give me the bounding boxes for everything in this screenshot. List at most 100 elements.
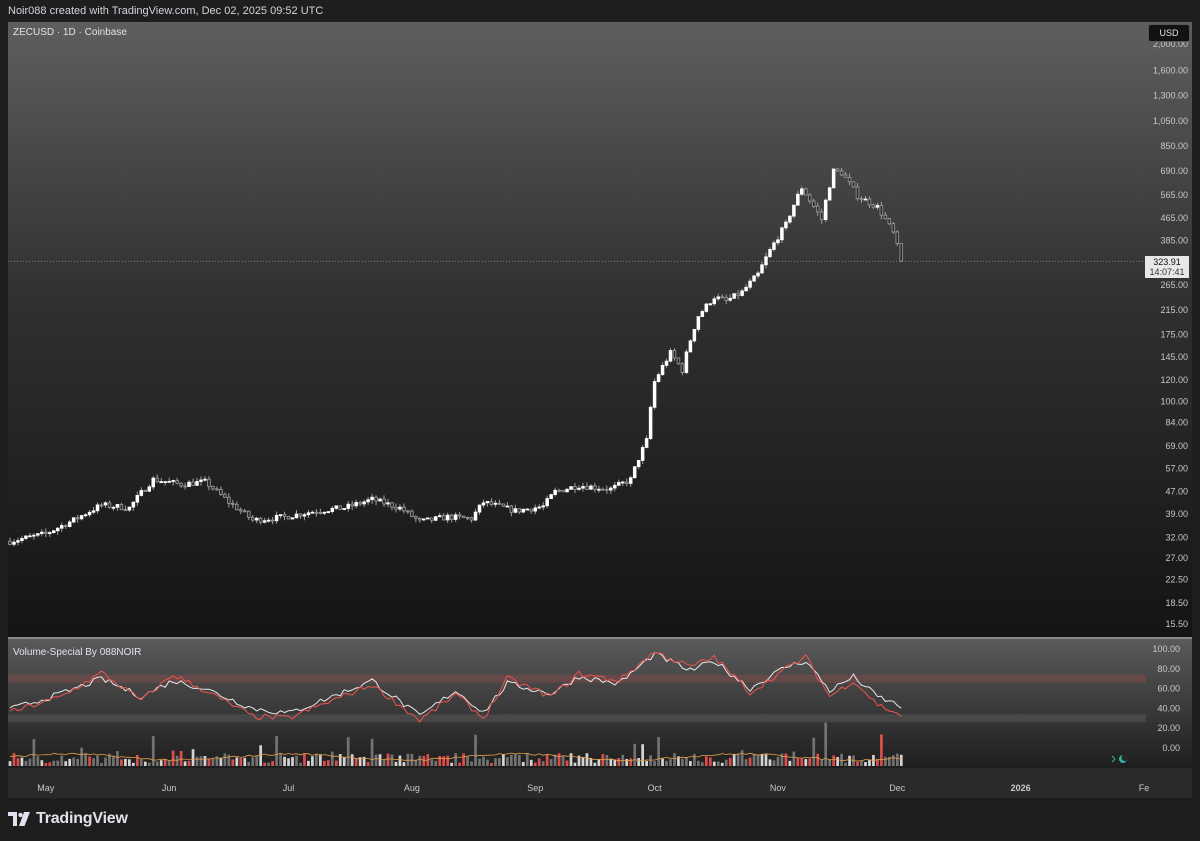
time-axis-tick-label[interactable]: Sep: [527, 783, 543, 793]
time-axis-tick-label[interactable]: Oct: [648, 783, 663, 793]
volume-bar: [311, 756, 314, 766]
indicator-axis-tick-label[interactable]: 40.00: [1157, 703, 1180, 713]
candle: [79, 514, 84, 521]
indicator-axis-tick-label[interactable]: 60.00: [1157, 684, 1180, 694]
candle: [314, 508, 319, 517]
volume-bar: [466, 756, 469, 766]
volume-bar: [231, 759, 235, 766]
candle: [688, 339, 693, 353]
time-axis-tick-label[interactable]: May: [37, 783, 55, 793]
volume-bar: [677, 756, 680, 766]
volume-bar: [143, 761, 147, 766]
candle: [760, 261, 764, 274]
volume-bar: [693, 753, 696, 766]
volume-bar: [195, 756, 199, 766]
price-axis-tick-label[interactable]: 1,600.00: [1153, 66, 1188, 76]
candle: [414, 515, 418, 523]
volume-bar: [239, 758, 243, 766]
time-axis-tick-label[interactable]: Dec: [889, 783, 906, 793]
price-axis-tick-label[interactable]: 565.00: [1160, 190, 1188, 200]
volume-bar: [545, 754, 549, 766]
indicator-axis-tick-label[interactable]: 100.00: [1152, 644, 1180, 654]
candle: [672, 348, 677, 361]
candle: [91, 507, 96, 515]
candle: [875, 202, 880, 210]
price-axis-tick-label[interactable]: 385.00: [1160, 236, 1188, 246]
indicator-title[interactable]: Volume-Special By 088NOIR: [13, 647, 142, 658]
time-axis-tick-label[interactable]: Jun: [162, 783, 177, 793]
price-axis-tick-label[interactable]: 22.50: [1165, 575, 1188, 585]
candle: [219, 486, 223, 496]
pane-separator[interactable]: [8, 637, 1192, 639]
candle: [891, 222, 896, 234]
price-axis-tick-label[interactable]: 265.00: [1160, 280, 1188, 290]
volume-bar: [458, 762, 461, 766]
candle: [581, 482, 585, 492]
price-axis-tick-label[interactable]: 145.00: [1160, 352, 1188, 362]
candle: [847, 173, 852, 186]
volume-bar: [76, 758, 79, 766]
time-axis-tick-label[interactable]: Nov: [770, 783, 787, 793]
volume-bar: [434, 760, 438, 766]
volume-bar: [287, 758, 290, 766]
time-axis-tick-label[interactable]: Jul: [283, 783, 295, 793]
volume-bar: [796, 758, 800, 766]
candle: [107, 500, 112, 509]
candle: [617, 479, 621, 487]
currency-badge[interactable]: USD: [1148, 24, 1190, 42]
volume-bar: [350, 754, 354, 766]
candle: [808, 193, 812, 204]
price-axis-tick-label[interactable]: 27.00: [1165, 553, 1188, 563]
price-axis-tick-label[interactable]: 1,050.00: [1153, 116, 1188, 126]
price-axis-tick-label[interactable]: 39.00: [1165, 509, 1188, 519]
price-axis-tick-label[interactable]: 84.00: [1165, 417, 1188, 427]
candle: [262, 517, 267, 524]
price-axis-tick-label[interactable]: 18.50: [1165, 598, 1188, 608]
time-axis-tick-label[interactable]: 2026: [1011, 783, 1031, 793]
candle: [155, 474, 159, 483]
candle: [720, 294, 724, 299]
price-axis-tick-label[interactable]: 2,000.00: [1153, 39, 1188, 49]
price-axis-tick-label[interactable]: 47.00: [1165, 487, 1188, 497]
candle: [215, 486, 219, 491]
price-axis-tick-label[interactable]: 69.00: [1165, 441, 1188, 451]
oscillator-line: [9, 652, 902, 723]
volume-bar: [689, 761, 692, 766]
price-axis-tick-label[interactable]: 57.00: [1165, 464, 1188, 474]
candle: [624, 478, 629, 487]
candle: [55, 526, 60, 535]
price-axis-tick-label[interactable]: 215.00: [1160, 305, 1188, 315]
price-axis-tick-label[interactable]: 175.00: [1160, 330, 1188, 340]
indicator-axis-tick-label[interactable]: 0.00: [1162, 743, 1180, 753]
collapse-arrow-icon[interactable]: [1111, 755, 1116, 763]
price-axis-tick-label[interactable]: 1,300.00: [1153, 90, 1188, 100]
price-axis-tick-label[interactable]: 100.00: [1160, 397, 1188, 407]
candle: [883, 212, 888, 220]
volume-bar: [259, 745, 263, 766]
price-axis-tick-label[interactable]: 120.00: [1160, 375, 1188, 385]
price-axis-tick-label[interactable]: 32.00: [1165, 532, 1188, 542]
chart-canvas[interactable]: 2,000.00 1,600.00 1,300.00 1,050.00 850.00 69…: [8, 22, 1192, 798]
symbol-title[interactable]: ZECUSD · 1D · Coinbase: [13, 27, 127, 38]
indicator-axis-tick-label[interactable]: 80.00: [1157, 664, 1180, 674]
volume-bar: [235, 757, 239, 766]
price-axis-tick-label[interactable]: 850.00: [1160, 141, 1188, 151]
time-axis-tick-label[interactable]: Fe: [1139, 783, 1150, 793]
volume-bar: [203, 756, 207, 766]
chart-area[interactable]: 2,000.00 1,600.00 1,300.00 1,050.00 850.00 69…: [8, 22, 1192, 798]
price-axis-tick-label[interactable]: 690.00: [1160, 166, 1188, 176]
moon-icon[interactable]: [1119, 753, 1129, 763]
volume-bar: [442, 756, 446, 766]
candle: [899, 243, 904, 262]
price-axis-tick-label[interactable]: 465.00: [1160, 213, 1188, 223]
tradingview-logo[interactable]: TradingView: [8, 810, 128, 828]
time-axis-tick-label[interactable]: Aug: [404, 783, 420, 793]
indicator-axis-tick-label[interactable]: 20.00: [1157, 723, 1180, 733]
volume-bar: [36, 756, 40, 766]
candle: [254, 516, 259, 524]
candle: [318, 508, 323, 515]
volume-bar: [267, 762, 270, 766]
price-axis-tick-label[interactable]: 15.50: [1165, 619, 1188, 629]
candle: [246, 510, 251, 521]
volume-bar: [338, 754, 342, 766]
